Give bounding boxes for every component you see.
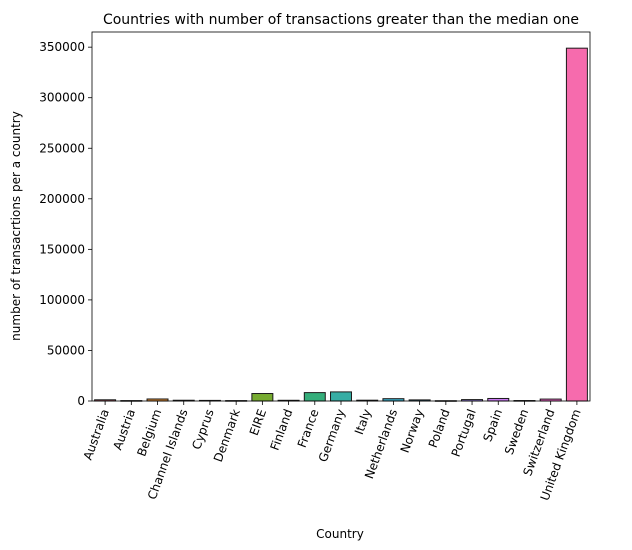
bar-eire [251,393,274,402]
x-tick-label: Australia [81,407,112,462]
y-tick-label: 50000 [47,343,85,357]
x-tick-label: Germany [316,407,348,464]
bars-group [94,47,588,402]
x-tick-label: Cyprus [189,407,216,451]
x-tick-label: Spain [480,407,505,443]
y-tick-label: 0 [77,394,85,408]
x-tick-label: France [295,407,322,449]
chart-title: Countries with number of transactions gr… [103,12,579,28]
bar-germany [330,391,352,402]
y-tick-label: 350000 [39,40,85,54]
x-tick-label: Poland [426,407,453,449]
x-tick-label: Portugal [449,407,479,458]
x-axis-label: Country [316,527,364,541]
x-tick-label: Belgium [134,407,164,458]
x-tick-label: Denmark [211,407,243,464]
y-tick-label: 100000 [39,293,85,307]
y-tick-label: 300000 [39,91,85,105]
x-tick-label: EIRE [247,407,269,437]
y-axis-label: number of transacrtions per a country [9,111,23,341]
bar-france [303,392,326,402]
y-tick-label: 200000 [39,192,85,206]
x-tick-label: Norway [398,407,427,455]
x-tick-label: Sweden [502,407,531,456]
y-tick-label: 150000 [39,242,85,256]
plot-frame [91,31,591,402]
y-axis-ticks: 0 50000 100000 150000 200000 250000 300000 3500… [39,40,92,408]
x-tick-label: Italy [352,407,374,436]
y-tick-label: 250000 [39,141,85,155]
x-tick-label: Austria [110,407,138,452]
bar-united-kingdom [565,47,588,402]
x-tick-label: Finland [268,407,296,452]
